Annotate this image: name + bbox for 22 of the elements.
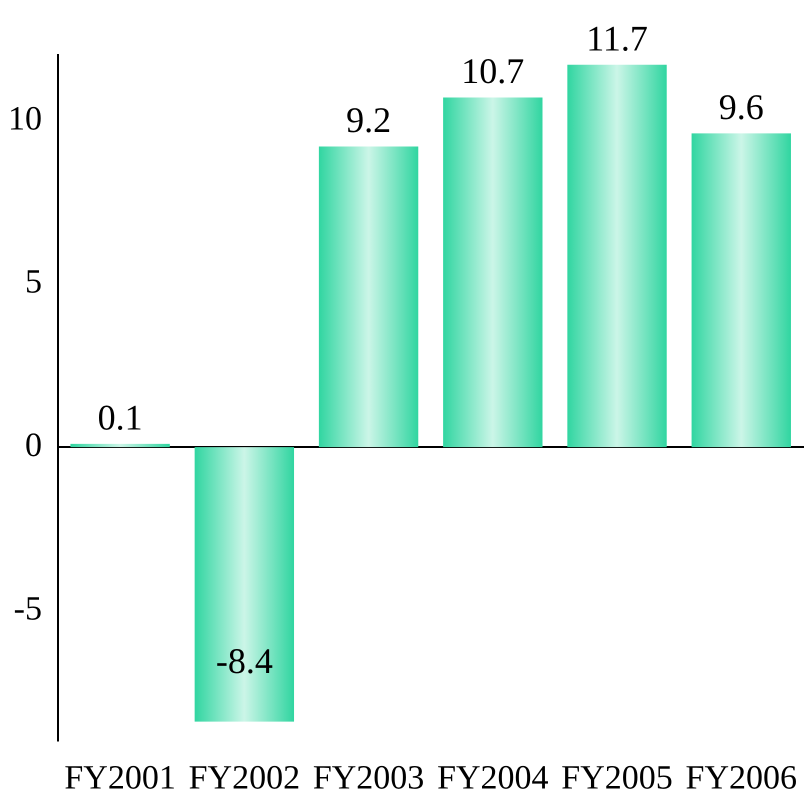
x-tick-label: FY2001 xyxy=(64,760,176,797)
x-tick-label: FY2005 xyxy=(561,760,673,797)
bar xyxy=(567,64,667,448)
y-tick-label: -5 xyxy=(14,590,42,628)
data-label: 0.1 xyxy=(98,397,143,438)
data-label: 9.2 xyxy=(346,100,392,140)
data-label: 10.7 xyxy=(461,50,524,91)
y-tick-label: 0 xyxy=(25,427,42,464)
bar xyxy=(318,146,418,448)
bar xyxy=(194,447,294,722)
x-tick-label: FY2002 xyxy=(188,760,300,797)
y-tick-label: 10 xyxy=(8,100,42,138)
data-label: -8.4 xyxy=(216,641,273,682)
data-label: 11.7 xyxy=(586,18,648,58)
x-tick-label: FY2006 xyxy=(686,760,798,797)
x-tick-label: FY2004 xyxy=(437,760,549,797)
x-tick-label: FY2003 xyxy=(312,760,424,797)
bar xyxy=(443,97,542,448)
data-label: 9.6 xyxy=(718,86,764,127)
bar xyxy=(70,444,170,448)
y-tick-label: 5 xyxy=(25,264,42,301)
bar xyxy=(692,133,791,448)
